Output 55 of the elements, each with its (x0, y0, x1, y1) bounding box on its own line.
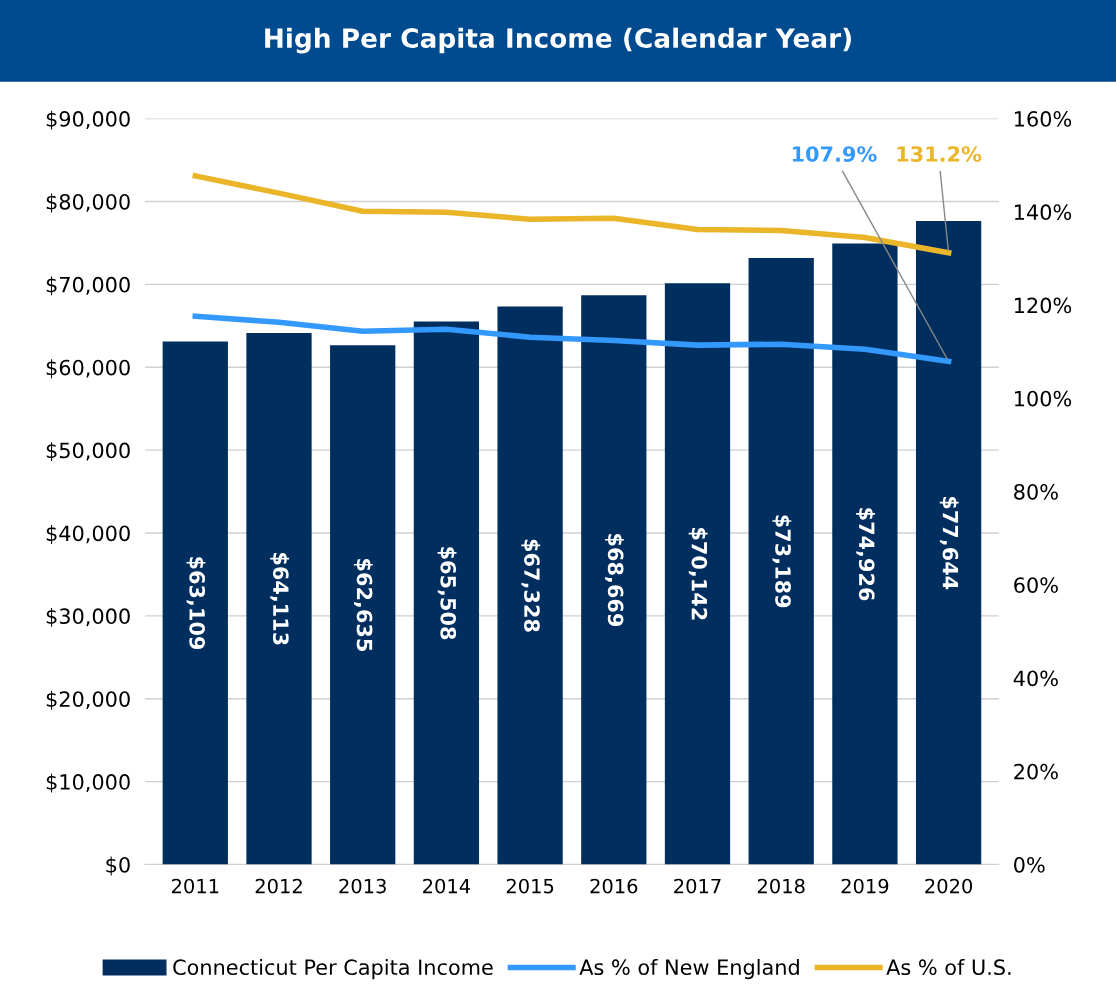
x-tick-label: 2019 (841, 878, 889, 894)
y2-tick-label: 0% (1014, 856, 1045, 873)
y2-tick-label: 20% (1014, 763, 1058, 780)
y-tick-label: $60,000 (46, 359, 130, 379)
data-label: $62,635 (353, 559, 373, 651)
y-tick-label: $30,000 (46, 607, 130, 627)
data-label: 131.2% (897, 146, 982, 162)
data-label: $73,189 (772, 515, 792, 608)
data-label: $74,926 (856, 508, 875, 601)
y2-tick-label: 160% (1015, 111, 1072, 127)
bar (413, 321, 480, 865)
bar (581, 295, 647, 865)
y2-tick-label: 140% (1015, 204, 1072, 221)
x-tick-label: 2015 (506, 878, 554, 894)
y-tick-label: $0 (106, 856, 130, 876)
y-tick-label: $50,000 (46, 442, 130, 462)
bar (246, 333, 312, 865)
bar (162, 341, 228, 865)
x-tick-label: 2013 (339, 878, 386, 894)
chart-title: High Per Capita Income (Calendar Year) (265, 27, 851, 54)
y-tick-label: $20,000 (46, 690, 130, 710)
bar (748, 257, 814, 865)
y-tick-label: $40,000 (46, 525, 130, 544)
y2-tick-label: 80% (1014, 483, 1058, 500)
y-tick-label: $80,000 (46, 193, 130, 213)
x-tick-label: 2016 (590, 878, 638, 894)
bar (915, 220, 982, 865)
bar (832, 243, 898, 865)
bar (330, 345, 396, 865)
x-tick-label: 2011 (171, 878, 219, 894)
data-label: $65,508 (437, 547, 457, 640)
bar (664, 283, 731, 865)
data-label: $67,328 (521, 539, 541, 632)
data-label: $68,669 (604, 534, 624, 627)
y-tick-label: $90,000 (46, 110, 130, 130)
x-tick-label: 2014 (423, 878, 471, 894)
data-label: $64,113 (270, 552, 290, 645)
legend-label: As % of New England (579, 958, 799, 980)
y-tick-label: $10,000 (46, 773, 130, 793)
x-tick-label: 2012 (255, 878, 302, 894)
data-label: 107.9% (792, 146, 877, 162)
y2-tick-label: 100% (1015, 390, 1072, 407)
x-tick-label: 2018 (757, 878, 805, 894)
y2-tick-label: 60% (1014, 577, 1058, 593)
y-tick-label: $70,000 (46, 276, 130, 296)
data-label: $77,644 (939, 496, 959, 590)
x-tick-label: 2020 (925, 878, 973, 894)
x-tick-label: 2017 (674, 878, 721, 894)
data-label: $63,109 (186, 557, 206, 650)
y2-tick-label: 40% (1013, 670, 1058, 687)
data-label: $70,142 (688, 528, 708, 620)
legend-label: Connecticut Per Capita Income (173, 958, 493, 980)
y2-tick-label: 120% (1015, 297, 1072, 314)
legend-label: As % of U.S. (886, 958, 1011, 976)
bar (497, 306, 563, 865)
